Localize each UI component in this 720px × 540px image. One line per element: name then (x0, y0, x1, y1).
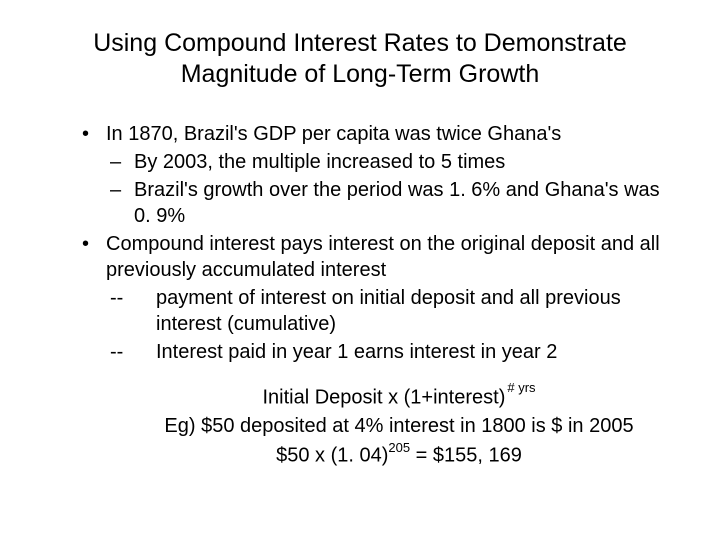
formula-base-1: Initial Deposit x (1+interest) (262, 386, 505, 408)
formula-line-3: $50 x (1. 04)205 = $155, 169 (138, 441, 660, 471)
bullet-2-sub-2: Interest paid in year 1 earns interest i… (106, 339, 680, 365)
bullet-1: In 1870, Brazil's GDP per capita was twi… (78, 121, 680, 229)
formula-exponent-1: # yrs (507, 380, 535, 395)
formula-result-3: = $155, 169 (410, 445, 522, 467)
bullet-2: Compound interest pays interest on the o… (78, 231, 680, 365)
formula-block: Initial Deposit x (1+interest)# yrs Eg) … (78, 383, 680, 471)
slide-body: In 1870, Brazil's GDP per capita was twi… (40, 121, 680, 471)
formula-base-3: $50 x (1. 04) (276, 445, 388, 467)
bullet-1-sub-1: By 2003, the multiple increased to 5 tim… (106, 149, 680, 175)
bullet-2-sub-1: payment of interest on initial deposit a… (106, 285, 680, 337)
slide-title: Using Compound Interest Rates to Demonst… (40, 28, 680, 91)
bullet-1-text: In 1870, Brazil's GDP per capita was twi… (106, 123, 561, 145)
formula-exponent-3: 205 (388, 440, 410, 455)
formula-line-1: Initial Deposit x (1+interest)# yrs (138, 383, 660, 413)
bullet-1-sub-2: Brazil's growth over the period was 1. 6… (106, 177, 680, 229)
formula-line-2: Eg) $50 deposited at 4% interest in 1800… (138, 412, 660, 441)
bullet-2-text: Compound interest pays interest on the o… (106, 233, 660, 281)
